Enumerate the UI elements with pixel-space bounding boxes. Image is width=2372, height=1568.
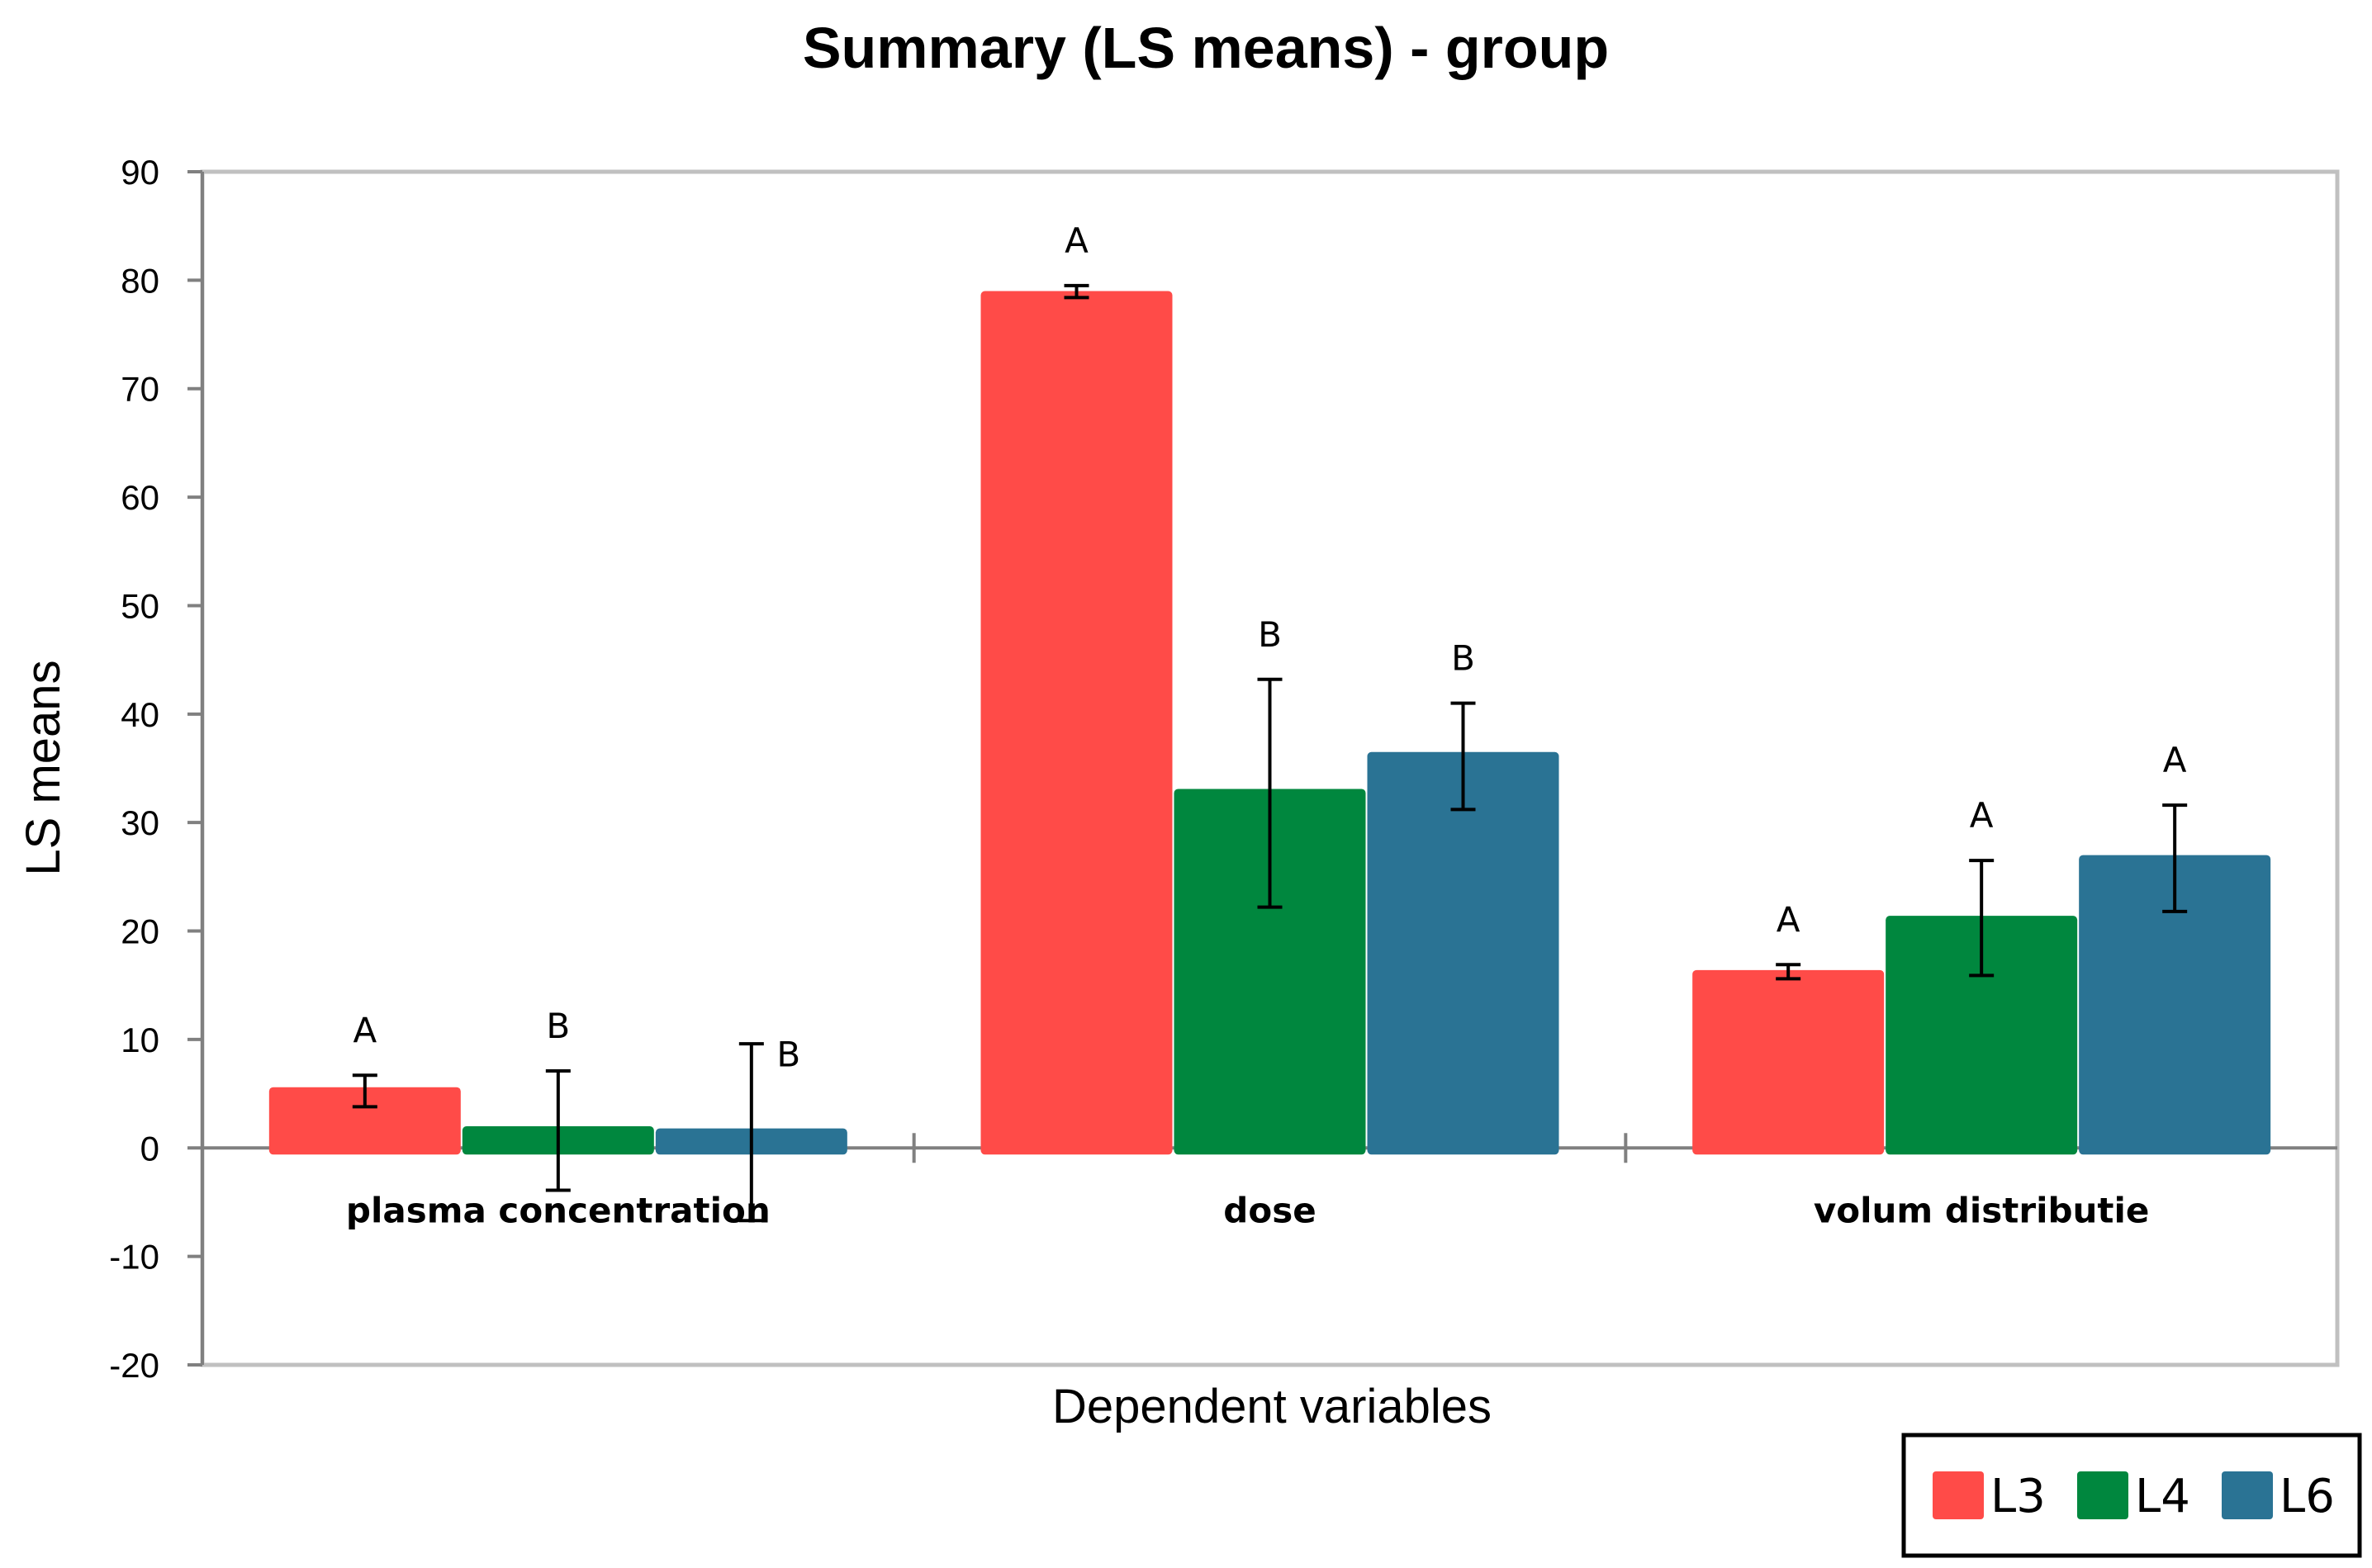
- bar-l4-1: [1174, 789, 1366, 1155]
- y-tick-label: 80: [121, 261, 159, 300]
- y-tick-label: 10: [121, 1021, 159, 1059]
- y-tick-label: 70: [121, 370, 159, 409]
- bars: [268, 291, 2271, 1155]
- category-label: volum distributie: [1814, 1190, 2150, 1230]
- y-axis-ticks: 90 80 70 60 50 40 30 20 10 0 -10 -20: [109, 153, 1628, 1385]
- y-tick-label: 0: [140, 1129, 159, 1168]
- significance-letter: A: [1970, 795, 1994, 836]
- legend-swatch-l6: [2222, 1471, 2273, 1519]
- y-axis-title: LS means: [17, 660, 70, 875]
- significance-letter: B: [1451, 638, 1475, 679]
- bar-l4-2: [1886, 916, 2078, 1155]
- significance-letters: A B B A B B A A A: [353, 220, 2186, 1075]
- chart-title: Summary (LS means) - group: [803, 16, 1609, 80]
- y-tick-label: 90: [121, 153, 159, 192]
- significance-letter: A: [1777, 899, 1800, 940]
- significance-letter: B: [1258, 614, 1282, 655]
- y-tick-label: 60: [121, 478, 159, 517]
- bar-l3-1: [980, 291, 1173, 1155]
- bar-l3-0: [268, 1087, 461, 1155]
- y-tick-label: -10: [109, 1238, 159, 1277]
- legend-label-l4: L4: [2135, 1470, 2190, 1523]
- bar-l6-1: [1367, 751, 1559, 1155]
- legend-label-l6: L6: [2279, 1470, 2335, 1523]
- legend: L3 L4 L6: [1901, 1433, 2362, 1558]
- y-tick-label: -20: [109, 1346, 159, 1385]
- category-labels: plasma concentration dose volum distributi…: [346, 1190, 2149, 1230]
- y-tick-label: 40: [121, 695, 159, 734]
- significance-letter: A: [2163, 740, 2187, 780]
- x-axis-title: Dependent variables: [1052, 1380, 1492, 1433]
- significance-letter: B: [546, 1006, 570, 1046]
- category-label: dose: [1223, 1190, 1316, 1230]
- bar-l6-2: [2079, 855, 2271, 1155]
- significance-letter: A: [353, 1010, 377, 1050]
- significance-letter: A: [1065, 220, 1089, 261]
- error-bars: [352, 283, 2188, 1223]
- category-label: plasma concentration: [346, 1190, 771, 1230]
- y-tick-label: 20: [121, 912, 159, 951]
- legend-swatch-l3: [1933, 1471, 1984, 1519]
- y-tick-label: 50: [121, 586, 159, 625]
- legend-swatch-l4: [2077, 1471, 2128, 1519]
- bar-l3-2: [1692, 969, 1885, 1155]
- significance-letter: B: [776, 1035, 800, 1075]
- y-tick-label: 30: [121, 803, 159, 842]
- legend-label-l3: L3: [1990, 1470, 2046, 1523]
